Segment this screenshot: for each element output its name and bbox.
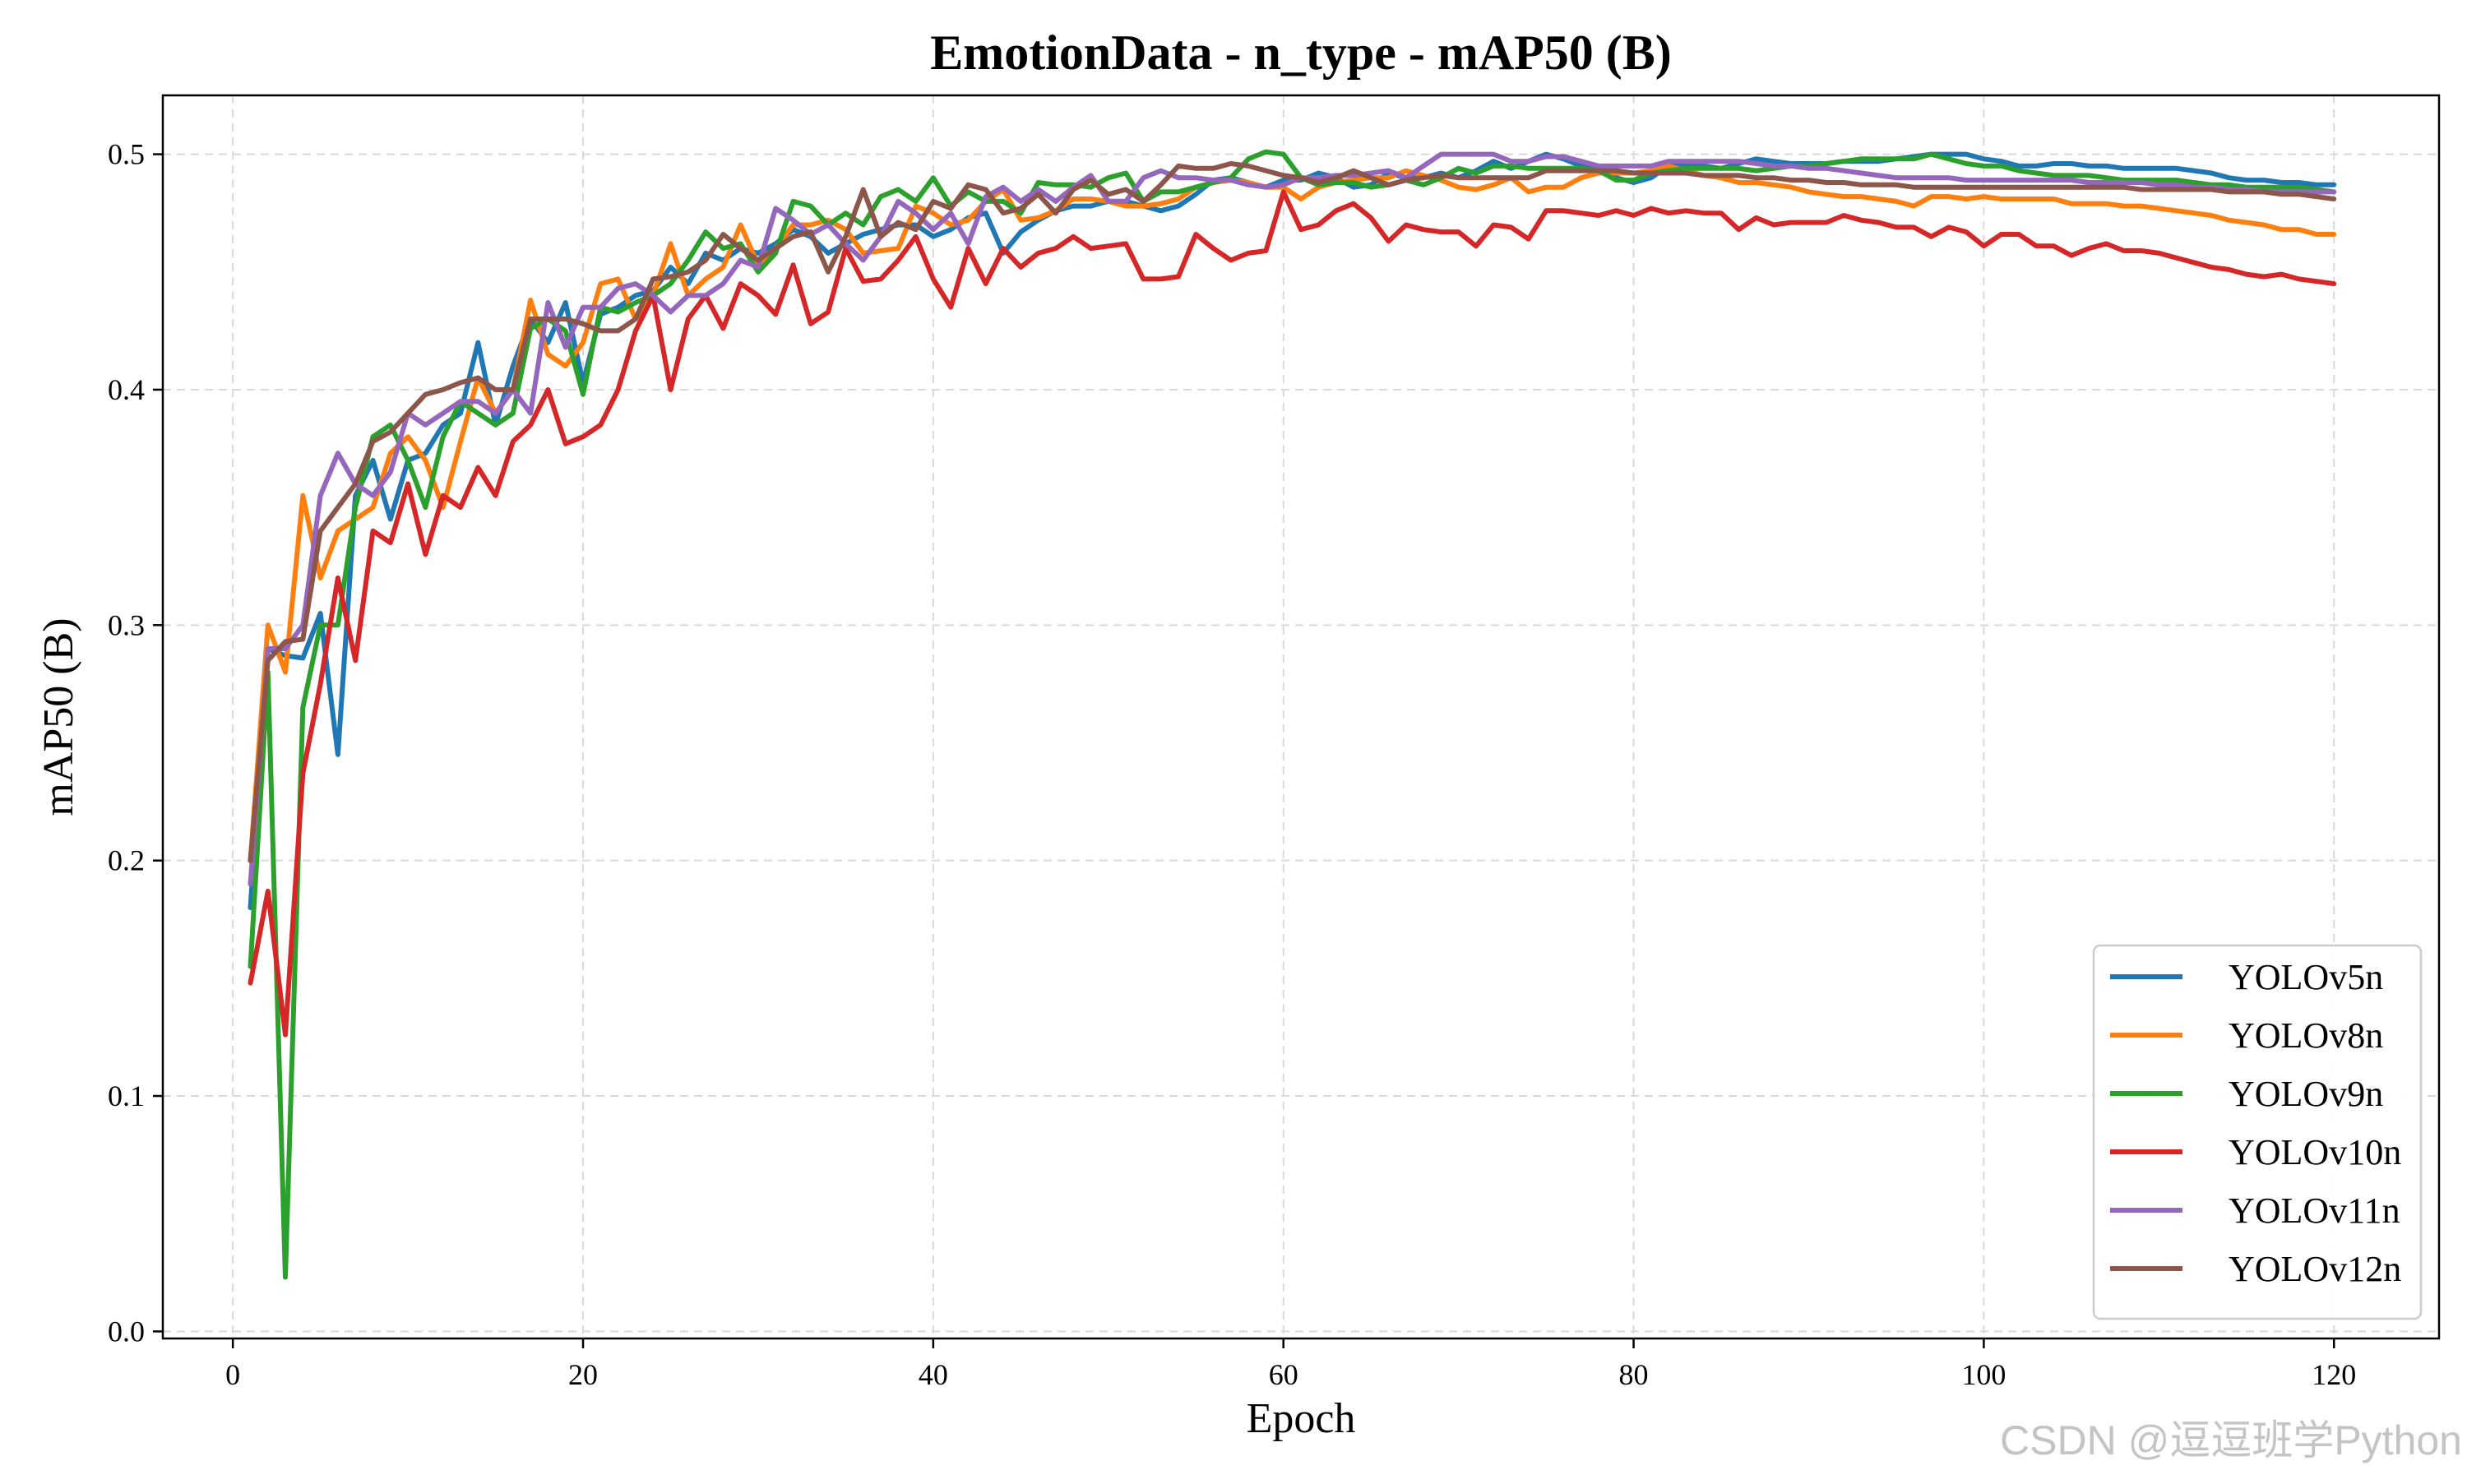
legend: YOLOv5n YOLOv8n YOLOv9n YOLOv10n YOLOv11n YOL… <box>2092 944 2423 1320</box>
legend-label: YOLOv8n <box>2229 1015 2383 1056</box>
legend-box <box>2092 944 2423 1320</box>
legend-label: YOLOv10n <box>2229 1132 2401 1172</box>
y-tick-label: 0.0 <box>108 1315 145 1348</box>
legend-label: YOLOv12n <box>2229 1249 2401 1289</box>
legend-label: YOLOv11n <box>2229 1190 2400 1231</box>
x-tick-label: 60 <box>1269 1358 1298 1391</box>
plot-frame <box>161 94 2441 1340</box>
legend-label: YOLOv9n <box>2229 1074 2383 1114</box>
x-axis-label: Epoch <box>1247 1395 1356 1442</box>
y-tick-label: 0.1 <box>108 1079 145 1112</box>
y-tick-label: 0.4 <box>108 373 145 406</box>
x-tick-label: 100 <box>1961 1358 2006 1391</box>
x-tick-label: 0 <box>225 1358 240 1391</box>
series-line-yolov11n <box>248 151 2337 887</box>
grid <box>163 95 2439 1338</box>
series-lines <box>248 149 2337 1280</box>
series-line-yolov12n <box>248 161 2337 863</box>
legend-label: YOLOv5n <box>2229 957 2383 997</box>
y-tick-label: 0.3 <box>108 608 145 641</box>
series-line-yolov8n <box>248 163 2337 863</box>
y-tick-label: 0.2 <box>108 844 145 877</box>
x-tick-label: 20 <box>568 1358 598 1391</box>
chart-title: EmotionData - n_type - mAP50 (B) <box>930 25 1672 80</box>
x-tick-label: 40 <box>919 1358 948 1391</box>
series-line-yolov10n <box>248 189 2337 1038</box>
x-tick-label: 80 <box>1619 1358 1649 1391</box>
watermark-text: CSDN @逗逗班学Python <box>2000 1417 2462 1463</box>
y-axis-label: mAP50 (B) <box>35 617 82 816</box>
y-tick-label: 0.5 <box>108 138 145 171</box>
x-tick-label: 120 <box>2312 1358 2356 1391</box>
axis-ticks: 0 20 40 60 80 100 120 0.0 0.1 0.2 0.3 0.4 0.5 <box>108 138 2356 1391</box>
series-line-yolov9n <box>248 149 2337 1280</box>
